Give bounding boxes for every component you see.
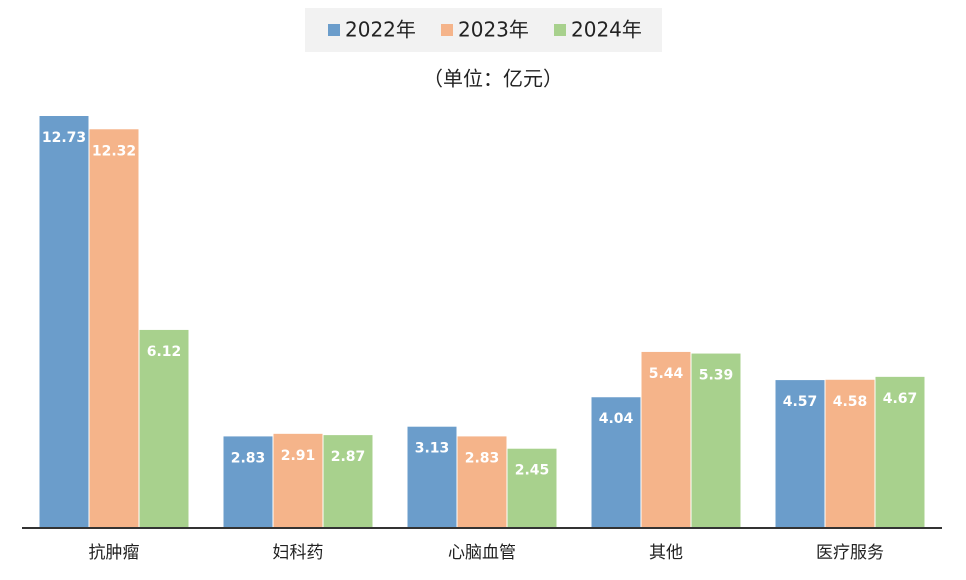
- bar: [457, 436, 507, 528]
- bar: [139, 329, 189, 528]
- value-label: 5.39: [699, 368, 734, 384]
- bar: [89, 129, 139, 528]
- legend-label: 2022年: [345, 18, 416, 42]
- bar: [223, 436, 273, 528]
- x-tick-label: 其他: [649, 543, 683, 563]
- x-tick-label: 心脑血管: [448, 543, 516, 563]
- legend-swatch: [554, 24, 566, 36]
- value-label: 6.12: [147, 344, 182, 360]
- value-label: 4.67: [883, 391, 918, 407]
- value-label: 2.91: [281, 448, 316, 464]
- value-label: 4.04: [599, 411, 634, 427]
- bar: [775, 380, 825, 528]
- value-label: 2.83: [231, 450, 266, 466]
- value-label: 4.58: [833, 394, 868, 410]
- bar: [825, 379, 875, 528]
- bar: [591, 397, 641, 528]
- x-tick-label: 医疗服务: [816, 543, 884, 563]
- value-label: 3.13: [415, 441, 450, 457]
- value-label: 12.32: [92, 143, 136, 159]
- bar: [273, 433, 323, 528]
- legend-label: 2023年: [458, 18, 529, 42]
- value-label: 12.73: [42, 130, 86, 146]
- bar: [39, 116, 89, 528]
- legend-swatch: [441, 24, 453, 36]
- x-tick-label: 妇科药: [273, 543, 324, 563]
- value-label: 5.44: [649, 366, 684, 382]
- bar: [323, 435, 373, 528]
- chart-subtitle: （单位：亿元）: [423, 67, 563, 91]
- value-label: 2.87: [331, 449, 366, 465]
- legend-swatch: [328, 24, 340, 36]
- bar: [691, 353, 741, 528]
- bar: [641, 351, 691, 528]
- legend-box: [305, 8, 662, 52]
- value-label: 4.57: [783, 394, 818, 410]
- value-label: 2.45: [515, 463, 550, 479]
- bar: [507, 448, 557, 528]
- bar: [875, 376, 925, 528]
- legend-label: 2024年: [571, 18, 642, 42]
- bar: [407, 426, 457, 528]
- value-label: 2.83: [465, 450, 500, 466]
- x-tick-label: 抗肿瘤: [89, 543, 140, 563]
